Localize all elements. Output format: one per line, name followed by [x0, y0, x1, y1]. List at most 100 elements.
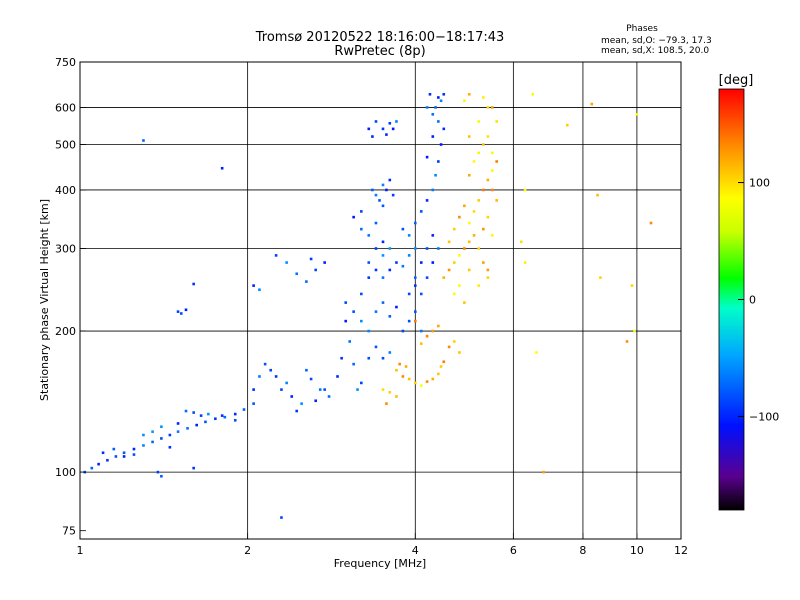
- data-point-x: [458, 284, 461, 287]
- phases-stats-o: mean, sd,O: −79.3, 17.3: [601, 36, 712, 46]
- data-point-o: [419, 261, 423, 264]
- data-point-x: [649, 221, 653, 225]
- data-point-o: [214, 417, 217, 421]
- data-point-x: [458, 351, 461, 354]
- data-point-o: [431, 135, 435, 138]
- data-point-o: [407, 254, 411, 257]
- data-point-o: [352, 310, 355, 313]
- data-point-o: [336, 375, 339, 378]
- y-tick-label: 750: [55, 56, 76, 69]
- data-point-o: [305, 368, 308, 372]
- data-point-o: [388, 351, 392, 354]
- data-point-o: [388, 178, 392, 182]
- y-axis-label: Stationary phase Virtual Height [km]: [38, 199, 51, 401]
- data-point-o: [112, 447, 116, 451]
- data-point-o: [367, 234, 371, 237]
- data-point-x: [486, 135, 490, 138]
- data-point-o: [114, 455, 118, 458]
- data-point-o: [344, 319, 348, 323]
- data-point-o: [367, 276, 371, 279]
- data-point-o: [439, 143, 443, 146]
- data-point-o: [269, 368, 272, 372]
- data-point-o: [425, 276, 429, 279]
- data-point-x: [477, 120, 481, 123]
- data-point-o: [233, 412, 237, 416]
- data-point-x: [482, 188, 485, 192]
- data-point-o: [204, 420, 207, 424]
- data-point-x: [566, 123, 569, 127]
- data-point-o: [314, 399, 318, 403]
- data-point-o: [425, 106, 429, 109]
- data-point-x: [491, 106, 494, 109]
- data-point-x: [463, 204, 466, 208]
- data-point-x: [463, 301, 466, 304]
- data-point-x: [407, 377, 411, 381]
- data-point-o: [437, 160, 440, 163]
- data-point-o: [90, 466, 94, 470]
- data-point-x: [477, 151, 481, 155]
- data-point-o: [381, 301, 385, 304]
- data-point-x: [425, 380, 429, 383]
- data-point-x: [491, 169, 494, 172]
- data-point-o: [374, 345, 378, 349]
- x-axis-label: Frequency [MHz]: [334, 557, 426, 570]
- data-point-o: [192, 466, 195, 470]
- data-point-x: [482, 261, 485, 264]
- data-point-x: [590, 102, 594, 106]
- data-point-o: [168, 445, 172, 449]
- data-point-o: [371, 135, 374, 138]
- data-point-o: [142, 139, 145, 142]
- data-point-x: [495, 160, 498, 163]
- data-point-x: [472, 160, 476, 163]
- y-tick-label: 75: [62, 525, 76, 538]
- colorbar-tick-label: 100: [749, 177, 770, 190]
- data-point-x: [477, 247, 481, 250]
- data-point-x: [486, 106, 490, 109]
- data-point-o: [413, 247, 417, 250]
- data-point-o: [176, 430, 180, 433]
- data-point-x: [633, 329, 636, 333]
- data-point-o: [431, 188, 435, 192]
- data-point-o: [179, 312, 183, 315]
- data-point-x: [385, 402, 388, 405]
- data-point-o: [295, 272, 299, 276]
- data-point-x: [495, 199, 498, 202]
- data-point-o: [437, 120, 440, 123]
- data-point-o: [285, 261, 288, 264]
- x-tick-label: 10: [630, 544, 644, 557]
- data-point-o: [352, 362, 355, 366]
- data-point-o: [381, 356, 385, 360]
- data-point-x: [542, 470, 545, 474]
- data-point-o: [122, 455, 126, 458]
- data-point-o: [413, 284, 417, 287]
- data-point-x: [467, 221, 471, 225]
- data-point-o: [101, 451, 105, 455]
- data-point-o: [207, 412, 210, 416]
- plot-frame: [79, 61, 682, 540]
- data-point-o: [344, 301, 348, 304]
- data-point-x: [467, 92, 471, 96]
- data-point-x: [447, 240, 451, 244]
- data-point-x: [472, 210, 476, 213]
- data-point-o: [391, 127, 395, 131]
- data-point-x: [425, 334, 429, 338]
- data-point-o: [401, 264, 405, 268]
- data-point-o: [122, 451, 126, 455]
- data-point-x: [442, 360, 446, 364]
- data-point-x: [625, 340, 629, 343]
- x-tick-label: 8: [579, 544, 586, 557]
- data-point-o: [252, 284, 255, 287]
- data-point-o: [168, 433, 172, 437]
- data-point-x: [635, 113, 639, 116]
- data-point-o: [156, 470, 160, 474]
- data-point-x: [431, 377, 435, 381]
- x-tick-label: 2: [244, 544, 251, 557]
- data-point-x: [486, 215, 490, 219]
- data-point-x: [495, 120, 498, 123]
- data-point-x: [447, 345, 451, 349]
- phases-stats-x: mean, sd,X: 108.5, 20.0: [601, 46, 709, 56]
- data-point-o: [381, 127, 385, 131]
- data-point-o: [425, 247, 429, 250]
- data-point-x: [419, 384, 423, 387]
- data-point-o: [413, 221, 417, 225]
